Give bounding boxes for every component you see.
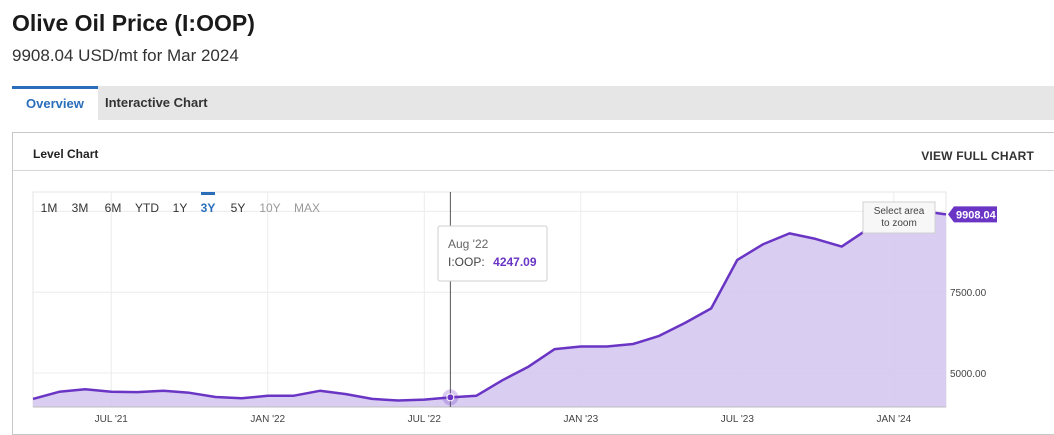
last-value-label: 9908.04	[956, 209, 997, 221]
tooltip-date: Aug '22	[448, 237, 489, 251]
tooltip-row: I:OOP: 4247.09	[448, 253, 537, 270]
last-value-marker: 9908.04	[948, 206, 997, 223]
range-button-1y[interactable]: 1Y	[173, 201, 188, 215]
x-tick-label: JAN '23	[563, 414, 598, 425]
level-chart[interactable]: JUL '21 JAN '22 JUL '22 JAN '23 JUL '23 JAN '…	[13, 133, 1054, 435]
tab-bar: Overview Interactive Chart	[12, 86, 1054, 120]
page-title: Olive Oil Price (I:OOP)	[12, 10, 255, 36]
chart-cursor	[442, 192, 459, 407]
chart-tooltip: Aug '22 I:OOP: 4247.09	[437, 225, 548, 282]
range-button-1m[interactable]: 1M	[41, 201, 58, 215]
panel-title: Level Chart	[33, 147, 99, 161]
range-selector: 1M 3M 6M YTD 1Y 3Y 5Y 10Y MAX	[41, 192, 320, 215]
zoom-hint: Select area to zoom	[862, 201, 936, 234]
tooltip-value: 4247.09	[493, 255, 537, 269]
x-tick-label: JAN '24	[876, 414, 911, 425]
tooltip-box	[437, 225, 548, 282]
tab-interactive-chart[interactable]: Interactive Chart	[105, 95, 208, 110]
range-active-indicator	[201, 192, 215, 195]
series-area	[33, 204, 946, 407]
tab-overview[interactable]: Overview	[12, 86, 98, 120]
page-subtitle: 9908.04 USD/mt for Mar 2024	[12, 46, 239, 65]
y-tick-label: 7500.00	[950, 288, 987, 299]
zoom-hint-box	[862, 201, 936, 234]
range-button-max[interactable]: MAX	[294, 201, 320, 215]
x-tick-label: JUL '21	[95, 414, 129, 425]
chart-area-layer	[32, 203, 947, 407]
range-button-3y[interactable]: 3Y	[201, 201, 216, 215]
chart-axes: JUL '21 JAN '22 JUL '22 JAN '23 JUL '23 JAN '…	[33, 288, 987, 425]
view-full-chart-link[interactable]: VIEW FULL CHART	[921, 149, 1034, 163]
range-button-5y[interactable]: 5Y	[231, 201, 246, 215]
zoom-hint-line-1: Select area	[874, 206, 925, 217]
x-tick-label: JUL '22	[408, 414, 442, 425]
x-tick-label: JUL '23	[721, 414, 755, 425]
tooltip-series-label: I:OOP:	[448, 255, 485, 269]
level-chart-panel: Level Chart VIEW FULL CHART JUL '21 JAN '…	[12, 132, 1054, 435]
panel-header: Level Chart VIEW FULL CHART	[13, 133, 1054, 171]
range-button-6m[interactable]: 6M	[105, 201, 122, 215]
series-line	[32, 203, 947, 402]
range-button-10y[interactable]: 10Y	[259, 201, 280, 215]
cursor-point	[446, 393, 455, 402]
last-value-flag	[948, 206, 997, 223]
zoom-hint-line-2: to zoom	[881, 218, 917, 229]
range-button-3m[interactable]: 3M	[72, 201, 89, 215]
range-button-ytd[interactable]: YTD	[135, 201, 159, 215]
y-tick-label: 5000.00	[950, 369, 987, 380]
x-tick-label: JAN '22	[250, 414, 285, 425]
